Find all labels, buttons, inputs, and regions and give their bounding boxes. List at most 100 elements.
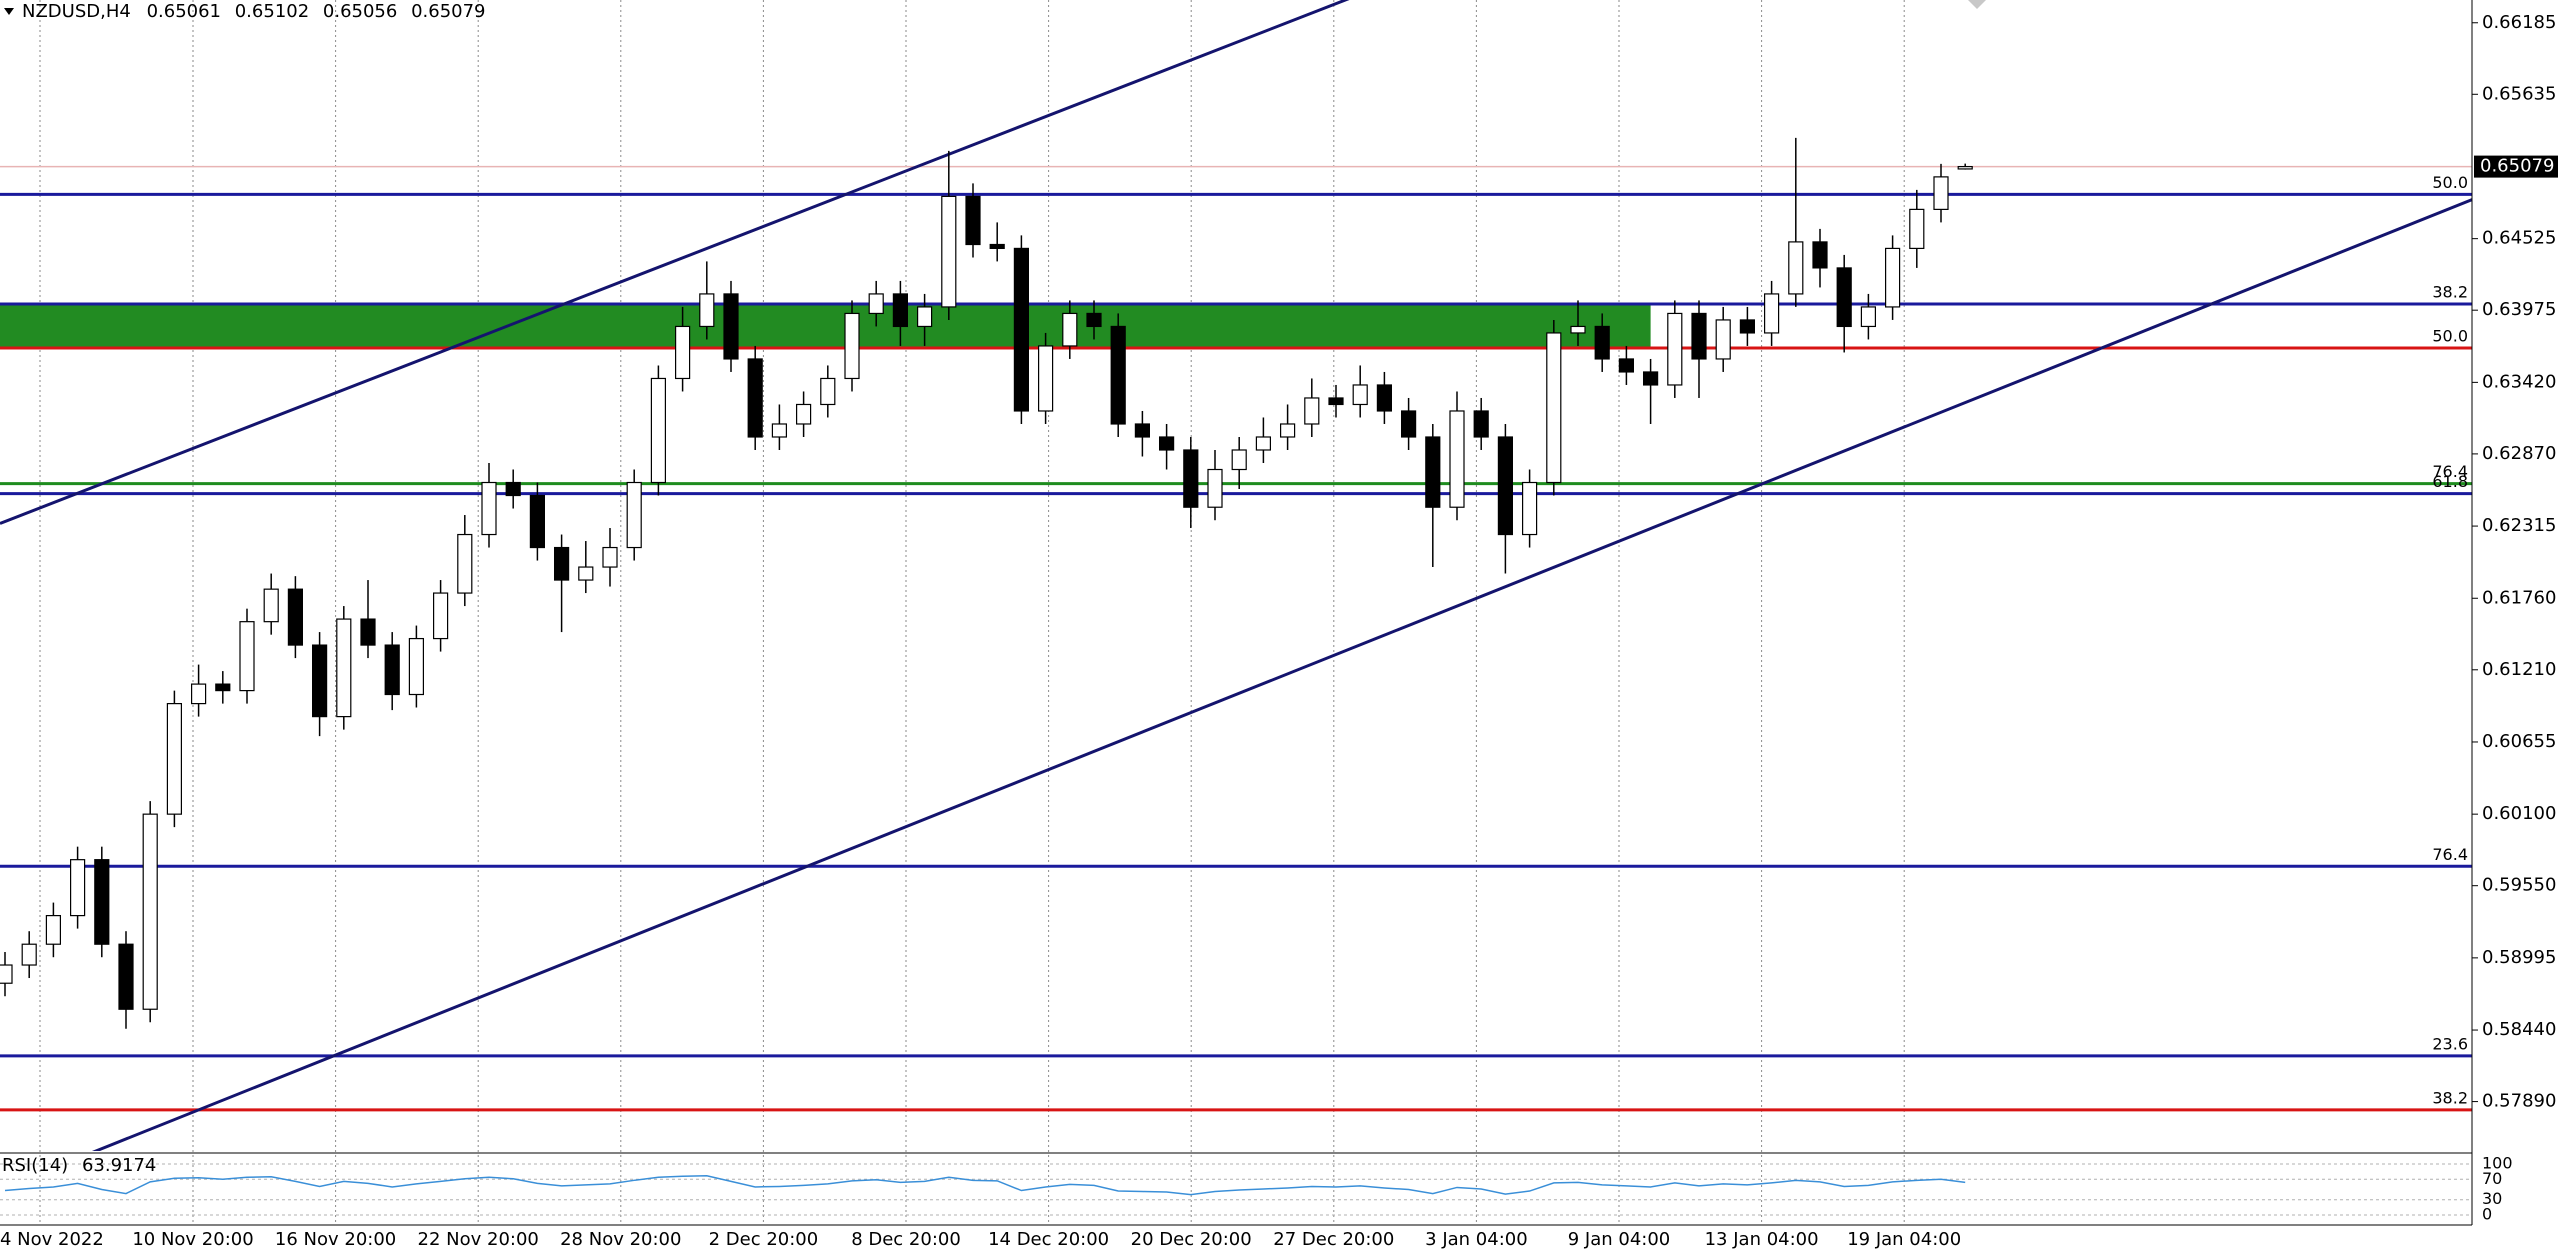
plot-layer: 50.038.250.076.461.876.423.638.2	[0, 0, 2472, 1151]
candle-body	[142, 813, 158, 1010]
candle-body	[723, 293, 739, 360]
level-label: 23.6	[2432, 1034, 2468, 1053]
x-tick-label: 3 Jan 04:00	[1425, 1229, 1528, 1250]
candle-body	[1570, 325, 1586, 334]
symbol: NZDUSD,H4	[22, 1, 131, 22]
candle-body	[1909, 208, 1925, 250]
x-tick-label: 27 Dec 20:00	[1273, 1229, 1394, 1250]
candle-body	[1086, 312, 1102, 328]
rsi-tick-label: 0	[2482, 1205, 2492, 1224]
candle-body	[215, 683, 231, 692]
candle-body	[578, 566, 594, 581]
y-tick-label: 0.58440	[2482, 1019, 2556, 1040]
grid-layer	[0, 0, 2472, 1225]
level-label: 38.2	[2432, 1088, 2468, 1107]
level-label: 50.0	[2432, 173, 2468, 192]
candle-body	[1110, 325, 1126, 425]
candle-body	[771, 423, 788, 438]
candle-body	[1884, 247, 1901, 308]
candle-body	[1328, 397, 1344, 406]
x-tick-label: 22 Nov 20:00	[418, 1229, 539, 1250]
candle-body	[602, 546, 618, 568]
candle-body	[1957, 166, 1973, 170]
candle-body	[1739, 319, 1756, 334]
candle-body	[553, 546, 570, 581]
zone	[0, 303, 1651, 349]
candle-body	[989, 243, 1005, 250]
y-tick-label: 0.63975	[2482, 299, 2556, 320]
candle-body	[360, 618, 376, 646]
y-tick-label: 0.60655	[2482, 731, 2556, 752]
x-tick-label: 14 Dec 20:00	[988, 1229, 1109, 1250]
candle-body	[191, 683, 207, 705]
y-tick-label: 0.66185	[2482, 12, 2556, 33]
candle-body	[650, 377, 667, 484]
candle-body	[1812, 241, 1828, 269]
header-close: 0.65079	[411, 1, 485, 22]
candle-body	[1013, 247, 1030, 412]
y-tick-label: 0.57890	[2482, 1091, 2556, 1112]
candle-body	[239, 621, 255, 692]
y-tick-label: 0.65635	[2482, 83, 2556, 104]
shift-marker	[1968, 0, 1986, 9]
x-tick-label: 10 Nov 20:00	[132, 1229, 253, 1250]
candle-body	[1207, 468, 1223, 508]
level-label: 76.4	[2432, 462, 2468, 481]
candle-body	[1231, 449, 1247, 471]
trendline	[91, 198, 2472, 1151]
candle-body	[1594, 325, 1610, 360]
x-tick-label: 9 Jan 04:00	[1568, 1229, 1671, 1250]
candle-body	[626, 481, 642, 549]
axis-layer: 4 Nov 2022 10 Nov 20:00 16 Nov 20:00 22 Nov…	[0, 12, 2558, 1250]
candle-body	[1134, 423, 1151, 438]
rsi-tick-label: 70	[2482, 1169, 2502, 1188]
candle-body	[1473, 410, 1489, 438]
y-tick-label: 0.61760	[2482, 587, 2556, 608]
header-open: 0.65061	[147, 1, 221, 22]
symbol-menu-arrow[interactable]	[4, 8, 14, 15]
x-tick-label: 4 Nov 2022	[0, 1229, 104, 1250]
candle-body	[529, 494, 546, 549]
level-label: 61.8	[2432, 472, 2468, 491]
candle-body	[1642, 371, 1659, 386]
candle-body	[1062, 312, 1078, 347]
candle-body	[118, 943, 134, 1010]
level-label: 50.0	[2432, 327, 2468, 346]
candle-body	[1425, 436, 1441, 508]
candle-body	[384, 644, 400, 696]
candle-body	[45, 914, 62, 945]
rsi-tick-label: 100	[2482, 1154, 2513, 1173]
x-tick-label: 20 Dec 20:00	[1131, 1229, 1252, 1250]
rsi-name: RSI(14)	[2, 1155, 68, 1176]
price-label-box	[2474, 155, 2558, 178]
candle-body	[1836, 267, 1852, 328]
candle-body	[1352, 384, 1368, 406]
candle-body	[457, 533, 473, 594]
candle-body	[916, 306, 933, 328]
y-tick-label: 0.61210	[2482, 659, 2556, 680]
candle-body	[21, 943, 37, 966]
candle-body	[1158, 436, 1175, 451]
trendline	[0, 0, 1350, 525]
y-tick-label: 0.62870	[2482, 443, 2556, 464]
candle-body	[699, 293, 715, 328]
candle-body	[941, 195, 957, 308]
x-tick-label: 16 Nov 20:00	[275, 1229, 396, 1250]
candle-body	[1546, 332, 1562, 484]
candle-body	[1763, 293, 1780, 334]
candle-body	[1400, 410, 1417, 438]
y-tick-label: 0.60100	[2482, 803, 2556, 824]
y-tick-label: 0.59550	[2482, 875, 2556, 896]
level-label: 38.2	[2432, 282, 2468, 301]
candle-body	[0, 964, 13, 984]
candle-body	[1667, 312, 1683, 386]
rsi-last: 63.9174	[82, 1155, 156, 1176]
candle-body	[868, 293, 884, 315]
candle-body	[1037, 345, 1054, 412]
candle-body	[263, 588, 279, 623]
price-label: 0.65079	[2480, 156, 2554, 177]
candle-body	[844, 312, 860, 380]
header: NZDUSD,H4 0.65061 0.65102 0.65056 0.6507…	[22, 1, 486, 22]
